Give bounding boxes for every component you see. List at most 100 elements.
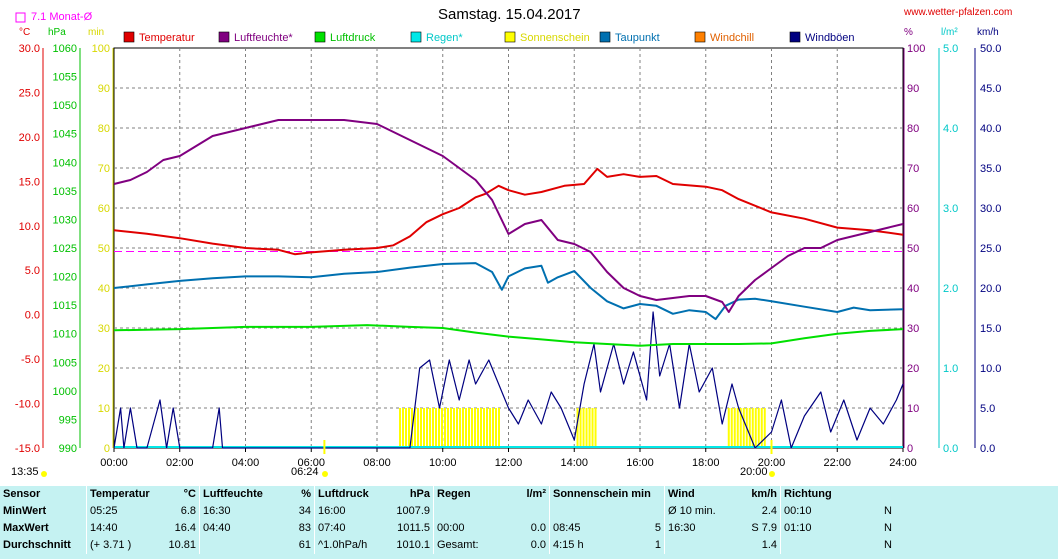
wind-tick-label: 0.0 [980,443,995,455]
wind-tick-label: 50.0 [980,43,1001,55]
rain-tick-label: 3.0 [943,203,958,215]
stats-cell: Gesamt: [433,537,498,554]
sun-icon [322,471,328,477]
legend-label: Windböen [805,32,855,44]
stats-cell: 01:10 [780,520,859,537]
sunshine-tick-label: 30 [98,323,110,335]
sunshine-tick-label: 60 [98,203,110,215]
stats-cell: 1.4 [761,539,777,551]
sunshine-block [399,408,501,448]
x-tick-label: 22:00 [823,457,851,469]
stats-cell: 1011.5 [397,522,430,534]
stats-cell: 04:40 [199,520,286,537]
stats-cell: 5 [654,522,661,534]
temp-tick-label: -5.0 [21,354,40,366]
stats-cell: 1007.9 [396,505,430,517]
legend-label: Luftdruck [330,32,376,44]
x-tick-label: 08:00 [363,457,391,469]
stats-cell: 1 [654,539,661,551]
legend-label: Sonnenschein [520,32,590,44]
pressure-tick-label: 1015 [53,300,77,312]
wind-tick-label: 45.0 [980,83,1001,95]
stats-row-label: MinWert [3,505,47,517]
temp-tick-label: 15.0 [19,176,40,188]
stats-cell: 2.4 [761,505,777,517]
wind-tick-label: 20.0 [980,283,1001,295]
stats-cell [199,537,286,554]
statistics-panel: Sensor Temperatur °C Luftfeuchte % Luftd… [0,486,1058,559]
stats-header: Regen [433,486,498,503]
temp-tick-label: 20.0 [19,132,40,144]
stats-header: Sonnenschein min [549,486,665,503]
stats-header: % [301,488,311,500]
stats-cell: 16:00 [314,503,381,520]
stats-cell: 16:30 [664,520,736,537]
wind-tick-label: 35.0 [980,163,1001,175]
stats-row-max: MaxWert 14:40 16.4 04:40 83 07:40 1011.5… [0,520,895,537]
wind-tick-label: 30.0 [980,203,1001,215]
sunshine-hours-label: 13:35 [11,466,39,478]
stats-cell: 1010.1 [396,539,430,551]
pressure-tick-label: 1020 [53,272,77,284]
stats-cell: N [884,539,892,551]
humidity-tick-label: 0 [907,443,913,455]
pressure-tick-label: 1010 [53,329,77,341]
pressure-tick-label: 990 [59,443,77,455]
x-tick-label: 16:00 [626,457,654,469]
rain-tick-label: 5.0 [943,43,958,55]
pressure-tick-label: 1050 [53,100,77,112]
legend-swatch [789,31,801,43]
pressure-tick-label: 1030 [53,214,77,226]
stats-header: Wind [664,486,736,503]
x-tick-label: 10:00 [429,457,457,469]
stats-cell: 08:45 [549,520,636,537]
axis-unit-label: °C [19,27,30,38]
series-line-Luftfeuchte [113,119,904,313]
sunshine-tick-label: 20 [98,363,110,375]
stats-row-label: Durchschnitt [3,539,71,551]
pressure-tick-label: 1000 [53,386,77,398]
source-link[interactable]: www.wetter-pfalzen.com [904,7,1013,18]
sunshine-tick-label: 80 [98,123,110,135]
axis-unit-label: hPa [48,27,66,38]
sunshine-tick-label: 10 [98,403,110,415]
axis-unit-label: l/m² [941,27,958,38]
stats-cell [498,503,550,520]
stats-cell: 6.8 [180,505,196,517]
stats-header-row: Sensor Temperatur °C Luftfeuchte % Luftd… [0,486,895,503]
stats-cell: 16:30 [199,503,286,520]
humidity-tick-label: 80 [907,123,919,135]
legend-label: Temperatur [139,32,195,44]
stats-cell: Ø 10 min. [664,503,736,520]
legend-label: Regen* [426,32,463,44]
humidity-tick-label: 60 [907,203,919,215]
axis-unit-label: min [88,27,104,38]
monthly-avg-swatch [15,12,26,23]
sunrise-label: 06:24 [291,466,319,478]
wind-tick-label: 25.0 [980,243,1001,255]
temp-tick-label: 0.0 [25,310,40,322]
sunshine-tick-label: 100 [92,43,110,55]
stats-cell: 00:10 [780,503,859,520]
humidity-tick-label: 90 [907,83,919,95]
x-tick-label: 14:00 [560,457,588,469]
pressure-tick-label: 1025 [53,243,77,255]
x-tick-label: 18:00 [692,457,720,469]
rain-tick-label: 4.0 [943,123,958,135]
series-line-Windböen [113,311,904,449]
sunshine-tick-label: 0 [104,443,110,455]
stats-cell [635,503,664,520]
stats-cell: 0.0 [530,539,546,551]
stats-header: hPa [409,488,430,500]
legend-label: Luftfeuchte* [234,32,293,44]
sun-icon [769,471,775,477]
legend-swatch [410,31,422,43]
stats-row-min: MinWert 05:25 6.8 16:30 34 16:00 1007.9 … [0,503,895,520]
series-line-Taupunkt [113,262,904,321]
sunshine-block [576,408,597,448]
series-line-Luftdruck [113,324,904,347]
stats-header: Luftdruck [314,486,381,503]
temp-tick-label: 5.0 [25,265,40,277]
wind-tick-label: 15.0 [980,323,1001,335]
temp-tick-label: -10.0 [15,399,40,411]
